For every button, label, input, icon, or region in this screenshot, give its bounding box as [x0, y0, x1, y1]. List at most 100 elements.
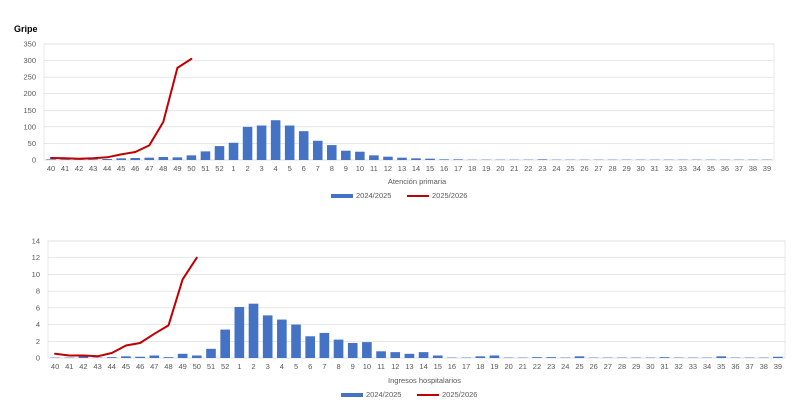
bottom-x-tick-label: 34 [703, 362, 711, 371]
top-x-tick-label: 28 [608, 164, 616, 173]
top-x-tick-label: 21 [510, 164, 518, 173]
top-y-tick-label: 350 [23, 40, 36, 49]
bottom-x-tick-label: 27 [604, 362, 612, 371]
top-bar-50 [186, 155, 197, 160]
bottom-x-tick-label: 12 [391, 362, 399, 371]
top-bar-5 [284, 125, 295, 160]
top-bar-11 [369, 155, 379, 160]
bottom-x-tick-label: 33 [689, 362, 697, 371]
bottom-bar-39 [773, 356, 783, 358]
bottom-bar-7 [319, 332, 330, 358]
top-x-tick-label: 30 [636, 164, 644, 173]
bottom-bar-48 [163, 357, 174, 358]
bottom-bar-18 [475, 356, 486, 358]
bottom-bar-44 [106, 357, 117, 358]
bottom-y-tick-label: 2 [36, 337, 40, 346]
bottom-x-tick-label: 17 [462, 362, 470, 371]
top-line-2025-2026 [50, 57, 193, 160]
top-x-tick-label: 3 [260, 164, 264, 173]
top-x-tick-label: 26 [580, 164, 588, 173]
top-bar-52 [214, 146, 225, 160]
page-title: Gripe [14, 24, 38, 34]
top-x-tick-label: 32 [665, 164, 673, 173]
bottom-bar-47 [149, 355, 160, 358]
top-y-tick-label: 50 [28, 139, 36, 148]
bottom-x-tick-label: 6 [308, 362, 312, 371]
top-bar-23 [537, 159, 548, 160]
bottom-x-tick-label: 49 [178, 362, 186, 371]
top-legend-label-line: 2025/2026 [432, 191, 467, 200]
bottom-y-tick-label: 6 [36, 303, 40, 312]
top-x-tick-label: 44 [103, 164, 111, 173]
bottom-bar-35 [716, 356, 727, 358]
bottom-x-tick-label: 16 [448, 362, 456, 371]
top-x-tick-label: 48 [159, 164, 167, 173]
bottom-x-tick-label: 8 [336, 362, 340, 371]
top-bar-47 [144, 157, 155, 160]
bottom-x-tick-label: 42 [79, 362, 87, 371]
top-x-tick-label: 6 [302, 164, 306, 173]
bottom-x-tick-label: 45 [122, 362, 130, 371]
bottom-y-tick-label: 8 [36, 287, 40, 296]
bottom-x-tick-label: 5 [294, 362, 298, 371]
bottom-x-tick-label: 50 [193, 362, 201, 371]
top-bar-43 [88, 159, 98, 160]
bottom-x-tick-label: 2 [251, 362, 255, 371]
bottom-x-tick-label: 11 [377, 362, 385, 371]
top-bar-13 [397, 157, 407, 160]
bottom-bar-1 [234, 307, 245, 358]
top-bar-44 [102, 159, 112, 160]
bottom-bar-45 [121, 356, 131, 358]
bottom-bar-11 [376, 351, 386, 358]
top-x-tick-label: 43 [89, 164, 97, 173]
top-bar-10 [355, 151, 365, 160]
top-x-tick-label: 19 [482, 164, 490, 173]
top-y-tick-label: 250 [23, 73, 36, 82]
top-x-tick-label: 47 [145, 164, 153, 173]
top-x-tick-label: 39 [763, 164, 771, 173]
top-x-tick-label: 38 [749, 164, 757, 173]
bottom-x-tick-label: 37 [745, 362, 753, 371]
top-bar-9 [341, 150, 351, 160]
top-x-tick-label: 7 [316, 164, 320, 173]
bottom-y-tick-label: 14 [32, 237, 40, 246]
top-x-axis-title: Atención primaria [388, 177, 447, 186]
top-bar-17 [453, 159, 463, 160]
bottom-bar-6 [305, 336, 316, 358]
top-x-tick-label: 36 [721, 164, 729, 173]
bottom-bar-42 [78, 355, 89, 358]
bottom-x-tick-label: 26 [589, 362, 597, 371]
bottom-x-tick-label: 19 [490, 362, 498, 371]
bottom-bar-51 [206, 348, 216, 358]
top-bar-14 [411, 158, 421, 160]
top-x-tick-label: 11 [370, 164, 378, 173]
bottom-bar-15 [432, 355, 443, 358]
bottom-bar-25 [574, 356, 585, 358]
top-x-tick-label: 4 [274, 164, 278, 173]
bottom-legend-label-line: 2025/2026 [442, 390, 477, 399]
top-x-tick-label: 29 [622, 164, 630, 173]
bottom-bar-10 [362, 342, 372, 358]
top-x-tick-label: 12 [384, 164, 392, 173]
bottom-x-tick-label: 32 [675, 362, 683, 371]
bottom-bar-46 [135, 356, 145, 358]
top-x-tick-label: 27 [594, 164, 602, 173]
top-x-tick-label: 14 [412, 164, 420, 173]
bottom-bar-12 [390, 352, 401, 358]
bottom-bar-5 [291, 324, 301, 358]
top-bar-6 [298, 131, 309, 160]
bottom-x-tick-label: 23 [547, 362, 555, 371]
bottom-bar-9 [347, 342, 358, 358]
top-y-tick-label: 100 [23, 122, 36, 131]
bottom-x-tick-label: 7 [322, 362, 326, 371]
bottom-y-tick-label: 0 [36, 354, 40, 363]
top-bar-40 [46, 159, 56, 160]
bottom-bar-49 [177, 353, 188, 358]
bottom-x-tick-label: 44 [108, 362, 116, 371]
top-x-tick-label: 40 [47, 164, 55, 173]
bottom-bar-14 [418, 352, 429, 358]
top-x-tick-label: 34 [693, 164, 701, 173]
bottom-x-tick-label: 21 [519, 362, 527, 371]
top-x-tick-label: 45 [117, 164, 125, 173]
top-x-tick-label: 8 [330, 164, 334, 173]
